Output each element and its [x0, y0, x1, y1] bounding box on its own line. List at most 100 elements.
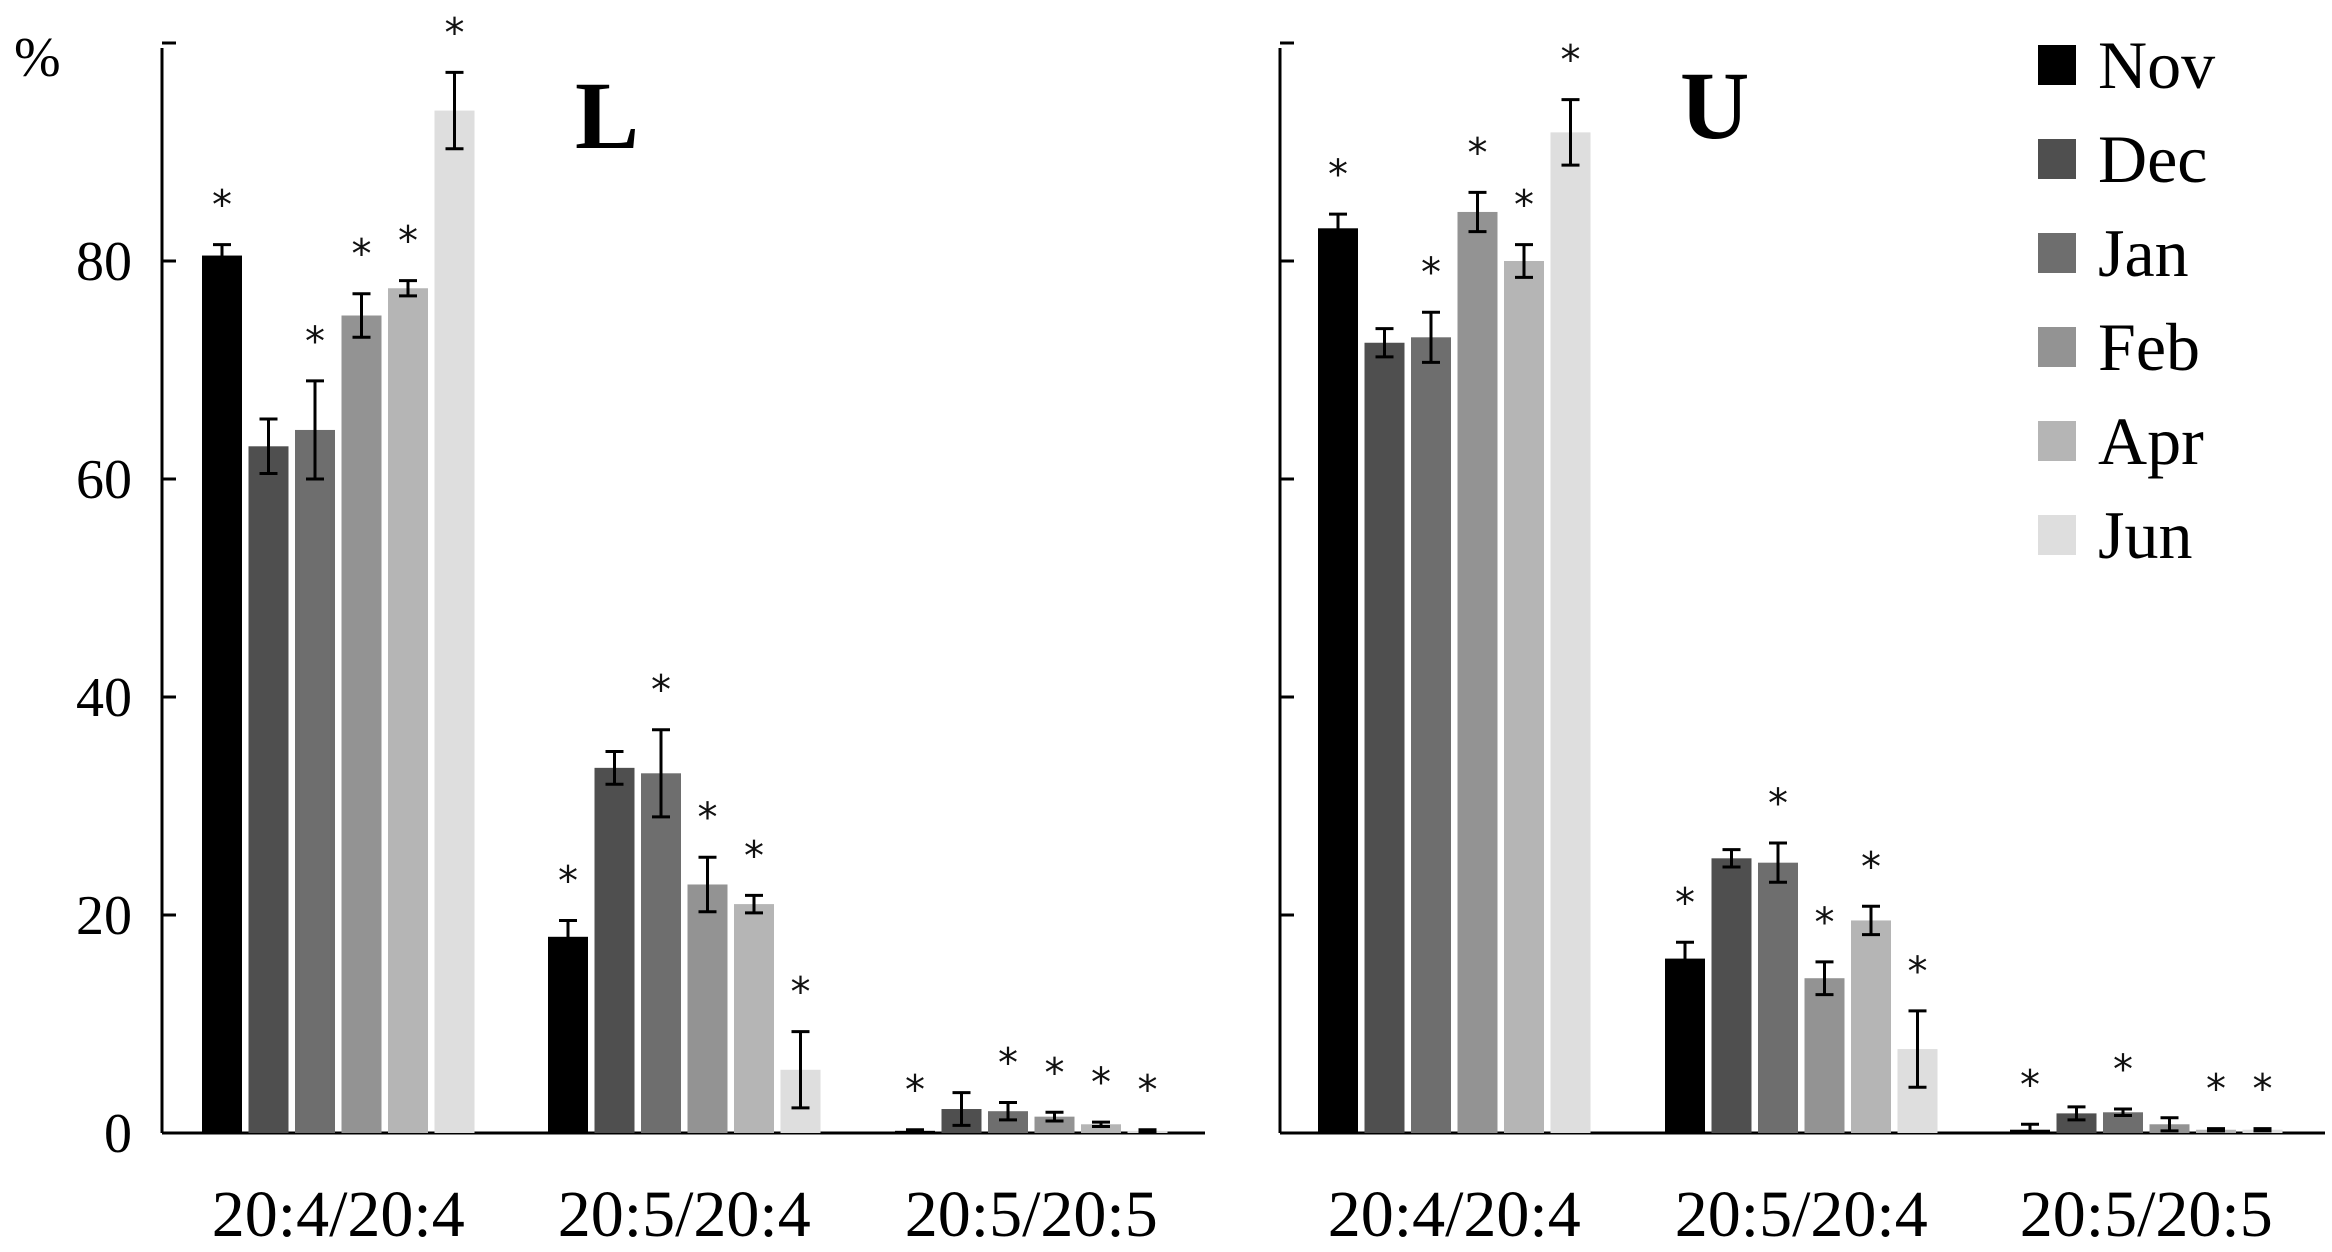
legend-swatch-nov — [2038, 45, 2076, 85]
error-bar — [1422, 310, 1440, 364]
x-category-label: 20:5/20:5 — [2020, 1178, 2273, 1251]
significance-marker: * — [2020, 1062, 2040, 1108]
significance-marker: * — [2206, 1067, 2226, 1113]
significance-marker: * — [744, 833, 764, 879]
error-bar — [2114, 1107, 2132, 1118]
bar-jun — [434, 110, 475, 1133]
error-bar — [1045, 1110, 1064, 1123]
panel-title: U — [1680, 52, 1749, 159]
x-category-label: 20:5/20:5 — [905, 1178, 1158, 1251]
bar-apr — [1851, 920, 1891, 1133]
bar-feb — [1457, 211, 1498, 1133]
significance-marker: * — [905, 1068, 925, 1114]
significance-marker: * — [2113, 1047, 2133, 1093]
error-bar — [1908, 1009, 1927, 1089]
bar-dec — [1364, 342, 1405, 1133]
significance-marker: * — [1328, 152, 1348, 198]
error-bar — [698, 855, 717, 914]
significance-marker: * — [2253, 1067, 2273, 1113]
bar-jan — [1758, 862, 1798, 1133]
significance-marker: * — [998, 1040, 1018, 1086]
significance-marker: * — [212, 183, 232, 229]
error-bar — [1862, 904, 1880, 937]
bar-dec — [1711, 858, 1752, 1133]
significance-marker: * — [1561, 38, 1581, 84]
error-bar — [213, 243, 231, 268]
y-tick-label: 40 — [76, 667, 132, 729]
significance-marker: * — [698, 795, 718, 841]
error-bar — [306, 379, 324, 481]
significance-marker: * — [398, 219, 418, 265]
bar-jan — [988, 1111, 1028, 1133]
x-category-label: 20:4/20:4 — [212, 1178, 465, 1251]
error-bar — [1092, 1120, 1110, 1128]
bar-nov — [202, 255, 242, 1134]
bar-dec — [594, 767, 635, 1133]
y-tick-label: 20 — [76, 885, 132, 947]
error-bar — [999, 1100, 1017, 1122]
bar-nov — [548, 936, 588, 1133]
error-bar — [352, 292, 371, 339]
bar-apr — [1081, 1124, 1121, 1133]
error-bar — [399, 279, 417, 298]
bar-jan — [1411, 337, 1451, 1133]
error-bar — [2160, 1116, 2179, 1133]
error-bar — [1515, 243, 1533, 279]
significance-marker: * — [1421, 250, 1441, 296]
error-bar — [445, 70, 464, 151]
bar-jan — [295, 429, 335, 1133]
error-bar — [2067, 1105, 2086, 1122]
error-bar — [1815, 960, 1834, 997]
error-bar — [2207, 1127, 2225, 1133]
legend-label-apr: Apr — [2098, 403, 2204, 479]
error-bar — [791, 1030, 810, 1110]
x-category-label: 20:5/20:4 — [1675, 1178, 1928, 1251]
significance-marker: * — [1675, 880, 1695, 926]
error-bar — [906, 1128, 924, 1134]
bar-feb — [341, 315, 382, 1133]
significance-marker: * — [1768, 781, 1788, 827]
legend-swatch-feb — [2038, 327, 2076, 367]
bar-apr — [388, 288, 428, 1133]
legend-label-feb: Feb — [2098, 309, 2200, 385]
error-bar — [259, 417, 278, 476]
significance-marker: * — [1091, 1060, 1111, 1106]
legend-label-dec: Dec — [2098, 121, 2207, 197]
significance-marker: * — [1514, 183, 1534, 229]
legend-swatch-jun — [2038, 515, 2076, 555]
bar-dec — [2056, 1113, 2097, 1133]
y-tick-label: 0 — [104, 1103, 132, 1165]
error-bar — [2021, 1122, 2039, 1135]
legend-swatch-jan — [2038, 233, 2076, 273]
significance-marker: * — [651, 668, 671, 714]
bar-nov — [1318, 228, 1358, 1134]
error-bar — [1468, 190, 1487, 234]
y-tick-label: 60 — [76, 449, 132, 511]
significance-marker: * — [1138, 1068, 1158, 1114]
significance-marker: * — [1468, 130, 1488, 176]
error-bar — [605, 750, 624, 786]
significance-marker: * — [1045, 1050, 1065, 1096]
y-axis-label: % — [14, 27, 61, 89]
bar-apr — [734, 904, 774, 1133]
error-bar — [2253, 1127, 2272, 1133]
legend-swatch-dec — [2038, 139, 2076, 179]
legend-label-jun: Jun — [2098, 497, 2192, 573]
error-bar — [559, 918, 577, 955]
legend-swatch-apr — [2038, 421, 2076, 461]
bar-nov — [1665, 958, 1705, 1133]
bar-jan — [2103, 1112, 2143, 1133]
legend-label-nov: Nov — [2098, 27, 2215, 103]
error-bar — [1769, 841, 1787, 884]
bar-feb — [687, 884, 728, 1133]
chart-panel-u: U * * * * * 20:4/20:4 * * * * * 20:5/20:4 * * * * 20:5/20… — [1278, 38, 2325, 1251]
significance-marker: * — [1815, 900, 1835, 946]
bar-dec — [248, 446, 289, 1133]
panel-title: L — [575, 62, 639, 169]
chart-panel-l: 0 20 40 60 80% L * * * * * 20:4/20:4 * * * * * 20:5/20:4 *… — [14, 10, 1205, 1251]
x-category-label: 20:4/20:4 — [1328, 1178, 1581, 1251]
x-category-label: 20:5/20:4 — [558, 1178, 811, 1251]
error-bar — [952, 1091, 971, 1127]
error-bar — [1375, 327, 1394, 359]
